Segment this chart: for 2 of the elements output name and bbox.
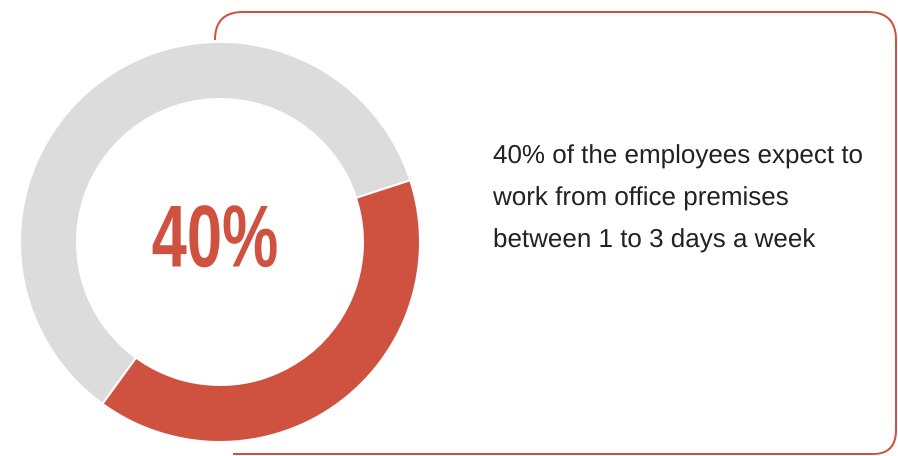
text: 40%	[152, 188, 278, 286]
text: 40% of the employees expect to work from office premises between 1 to 3 days a week	[493, 138, 864, 255]
